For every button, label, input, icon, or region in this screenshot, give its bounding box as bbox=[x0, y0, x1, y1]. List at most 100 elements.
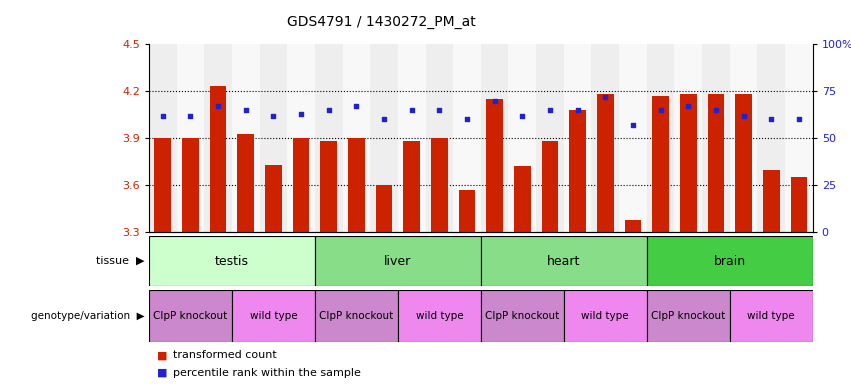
Text: wild type: wild type bbox=[249, 311, 297, 321]
Bar bbox=[536, 44, 563, 232]
Bar bbox=[176, 44, 204, 232]
Point bbox=[682, 103, 695, 109]
Bar bbox=[508, 44, 536, 232]
Text: genotype/variation  ▶: genotype/variation ▶ bbox=[31, 311, 145, 321]
Point bbox=[792, 116, 806, 122]
Bar bbox=[541, 141, 558, 232]
Bar bbox=[625, 220, 642, 232]
Bar bbox=[149, 290, 231, 342]
Point bbox=[516, 113, 529, 119]
Bar bbox=[204, 44, 231, 232]
Bar bbox=[459, 190, 475, 232]
Point bbox=[571, 107, 585, 113]
Point bbox=[432, 107, 446, 113]
Bar bbox=[209, 86, 226, 232]
Point bbox=[294, 111, 308, 117]
Text: wild type: wild type bbox=[747, 311, 795, 321]
Text: ClpP knockout: ClpP knockout bbox=[651, 311, 725, 321]
Text: transformed count: transformed count bbox=[173, 350, 277, 360]
Bar bbox=[149, 44, 176, 232]
Point bbox=[460, 116, 474, 122]
Bar bbox=[431, 138, 448, 232]
Bar bbox=[293, 138, 309, 232]
Bar bbox=[702, 44, 729, 232]
Bar bbox=[182, 138, 198, 232]
Text: wild type: wild type bbox=[581, 311, 629, 321]
Text: wild type: wild type bbox=[415, 311, 463, 321]
Text: liver: liver bbox=[384, 255, 412, 268]
Bar bbox=[154, 138, 171, 232]
Point bbox=[377, 116, 391, 122]
Text: percentile rank within the sample: percentile rank within the sample bbox=[173, 367, 361, 377]
Bar bbox=[647, 236, 813, 286]
Text: ■: ■ bbox=[157, 350, 168, 360]
Bar bbox=[315, 290, 398, 342]
Bar bbox=[757, 44, 785, 232]
Point bbox=[405, 107, 419, 113]
Point bbox=[350, 103, 363, 109]
Point bbox=[626, 122, 640, 128]
Bar bbox=[266, 165, 282, 232]
Bar bbox=[348, 138, 364, 232]
Point bbox=[543, 107, 557, 113]
Bar bbox=[287, 44, 315, 232]
Point bbox=[654, 107, 667, 113]
Bar bbox=[591, 44, 619, 232]
Point bbox=[709, 107, 722, 113]
Point bbox=[239, 107, 253, 113]
Point bbox=[322, 107, 335, 113]
Bar bbox=[563, 44, 591, 232]
Bar bbox=[729, 44, 757, 232]
Bar bbox=[514, 166, 531, 232]
Bar bbox=[320, 141, 337, 232]
Bar bbox=[149, 236, 315, 286]
Bar bbox=[674, 44, 702, 232]
Bar bbox=[397, 44, 426, 232]
Bar bbox=[569, 110, 585, 232]
Bar bbox=[619, 44, 647, 232]
Bar bbox=[481, 290, 563, 342]
Bar bbox=[481, 236, 647, 286]
Bar bbox=[231, 290, 315, 342]
Point bbox=[737, 113, 751, 119]
Text: brain: brain bbox=[714, 255, 745, 268]
Bar bbox=[647, 290, 729, 342]
Text: heart: heart bbox=[547, 255, 580, 268]
Point bbox=[184, 113, 197, 119]
Bar bbox=[707, 94, 724, 232]
Text: ClpP knockout: ClpP knockout bbox=[153, 311, 227, 321]
Bar bbox=[762, 170, 780, 232]
Bar bbox=[370, 44, 397, 232]
Bar bbox=[397, 290, 481, 342]
Point bbox=[266, 113, 280, 119]
Point bbox=[488, 98, 501, 104]
Bar bbox=[486, 99, 503, 232]
Text: ClpP knockout: ClpP knockout bbox=[485, 311, 559, 321]
Text: tissue  ▶: tissue ▶ bbox=[96, 256, 145, 266]
Bar bbox=[652, 96, 669, 232]
Bar bbox=[260, 44, 287, 232]
Bar bbox=[453, 44, 481, 232]
Bar bbox=[342, 44, 370, 232]
Bar bbox=[785, 44, 813, 232]
Bar bbox=[315, 44, 342, 232]
Bar bbox=[729, 290, 813, 342]
Point bbox=[211, 103, 225, 109]
Bar bbox=[481, 44, 508, 232]
Text: ■: ■ bbox=[157, 367, 168, 377]
Point bbox=[598, 94, 612, 100]
Bar bbox=[647, 44, 674, 232]
Bar bbox=[791, 177, 807, 232]
Bar bbox=[563, 290, 647, 342]
Bar bbox=[237, 134, 254, 232]
Bar bbox=[597, 94, 614, 232]
Point bbox=[764, 116, 778, 122]
Bar bbox=[403, 141, 420, 232]
Point bbox=[156, 113, 169, 119]
Bar bbox=[680, 94, 696, 232]
Text: GDS4791 / 1430272_PM_at: GDS4791 / 1430272_PM_at bbox=[287, 15, 476, 29]
Bar bbox=[376, 185, 392, 232]
Bar bbox=[735, 94, 751, 232]
Bar bbox=[231, 44, 260, 232]
Text: testis: testis bbox=[215, 255, 248, 268]
